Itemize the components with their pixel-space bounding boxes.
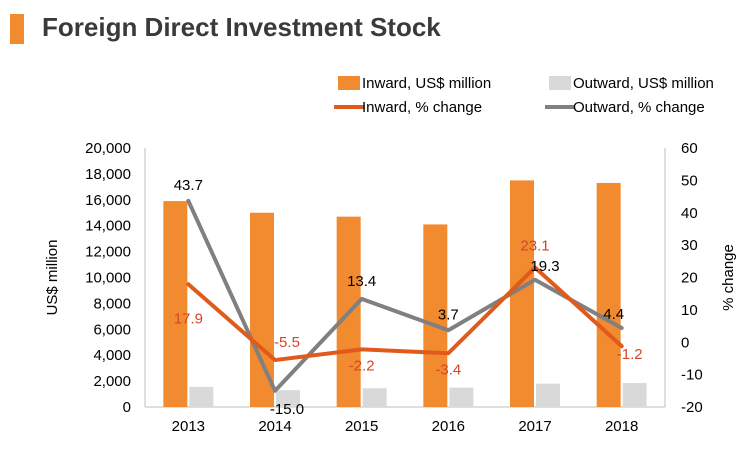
inward-change-label: -1.2 (617, 346, 643, 363)
y-axis-title: US$ million (44, 240, 61, 316)
chart-title: Foreign Direct Investment Stock (42, 12, 441, 42)
inward-bar (596, 182, 621, 407)
y2-tick-label: 30 (681, 237, 698, 254)
title-accent-bar (10, 14, 24, 44)
y2-axis-title: % change (720, 244, 737, 311)
outward-bar (622, 383, 647, 407)
legend-label: Inward, US$ million (362, 75, 491, 92)
outward-change-label: -15.0 (270, 401, 304, 418)
inward-change-label: -2.2 (349, 357, 375, 374)
inward-bar (250, 212, 274, 407)
inward-change-label: -3.4 (435, 361, 461, 378)
y-tick-label: 10,000 (85, 270, 131, 287)
y2-tick-label: -20 (681, 399, 703, 416)
outward-bar (536, 383, 560, 407)
y-tick-label: 6,000 (93, 321, 131, 338)
y-tick-label: 8,000 (93, 295, 131, 312)
y-tick-label: 16,000 (85, 192, 131, 209)
legend-swatch (338, 76, 360, 90)
y2-tick-label: 40 (681, 205, 698, 222)
x-tick-label: 2016 (432, 418, 465, 435)
legend-label: Outward, % change (573, 99, 705, 116)
y-tick-label: 0 (123, 399, 131, 416)
outward-change-label: 43.7 (174, 177, 203, 194)
inward-change-label: 23.1 (520, 237, 549, 254)
x-tick-label: 2017 (518, 418, 551, 435)
outward-change-label: 13.4 (347, 273, 376, 290)
y2-tick-label: 60 (681, 140, 698, 157)
outward-bar (189, 386, 214, 407)
inward-bar (163, 201, 188, 407)
y-tick-label: 20,000 (85, 140, 131, 157)
y-tick-label: 2,000 (93, 373, 131, 390)
inward-change-label: 17.9 (174, 310, 203, 327)
outward-change-line (186, 198, 624, 393)
outward-change-label: 19.3 (530, 258, 559, 275)
outward-change-label: 4.4 (603, 306, 624, 323)
outward-bar (276, 390, 300, 407)
y2-tick-label: 10 (681, 302, 698, 319)
inward-change-line (186, 265, 624, 363)
outward-bar (362, 388, 387, 407)
y-tick-label: 12,000 (85, 244, 131, 261)
legend-swatch (549, 76, 571, 90)
x-tick-label: 2013 (172, 418, 205, 435)
y-tick-label: 18,000 (85, 166, 131, 183)
y2-tick-label: 20 (681, 270, 698, 287)
y2-tick-label: -10 (681, 367, 703, 384)
y-tick-label: 14,000 (85, 218, 131, 235)
x-tick-label: 2018 (605, 418, 638, 435)
legend-label: Outward, US$ million (573, 75, 714, 92)
y-tick-label: 4,000 (93, 347, 131, 364)
inward-bar (423, 224, 448, 407)
inward-change-label: -5.5 (274, 334, 300, 351)
x-tick-label: 2014 (258, 418, 291, 435)
legend-label: Inward, % change (362, 99, 482, 116)
x-tick-label: 2015 (345, 418, 378, 435)
y2-tick-label: 50 (681, 172, 698, 189)
outward-bar (449, 387, 474, 407)
y2-tick-label: 0 (681, 334, 689, 351)
outward-change-label: 3.7 (438, 306, 459, 323)
